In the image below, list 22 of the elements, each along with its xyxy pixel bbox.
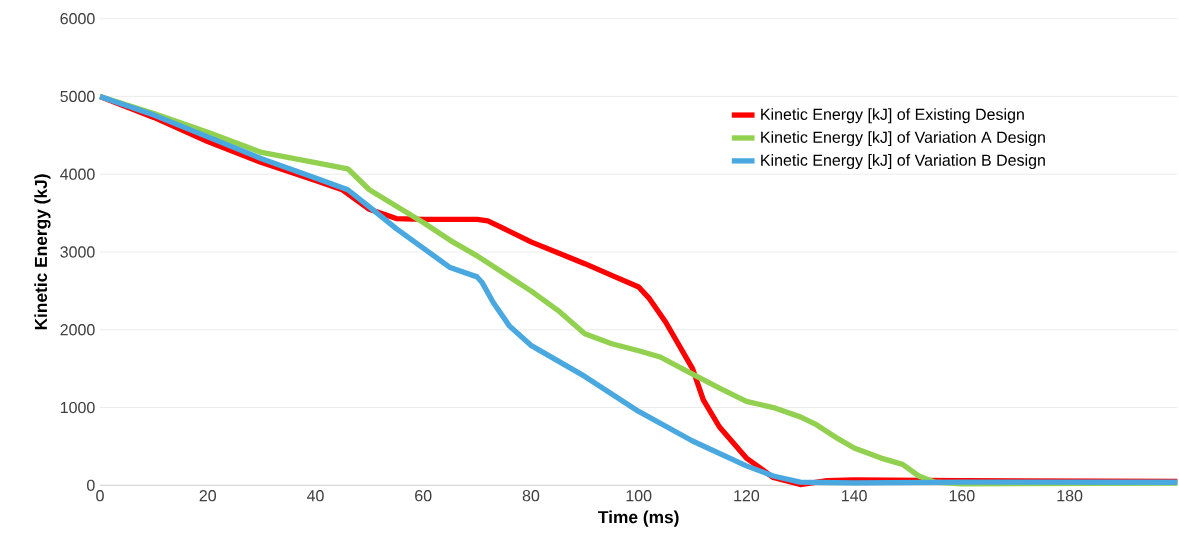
legend-label: Kinetic Energy [kJ] of Variation A Design xyxy=(761,131,1045,147)
x-tick-label: 20 xyxy=(199,490,217,502)
x-tick-label: 140 xyxy=(842,490,867,502)
x-tick-label: 0 xyxy=(96,490,104,502)
legend-label: Kinetic Energy [kJ] of Existing Design xyxy=(761,108,1024,124)
y-tick-label: 5000 xyxy=(60,90,95,103)
x-tick-label: 60 xyxy=(415,490,432,502)
x-tick-label: 120 xyxy=(734,490,760,502)
x-axis-title: Time (ms) xyxy=(598,510,679,527)
y-tick-label: 4000 xyxy=(60,168,95,180)
x-tick-label: 40 xyxy=(306,490,324,502)
x-tick-label: 80 xyxy=(522,490,540,502)
x-tick-label: 180 xyxy=(1057,490,1083,502)
y-tick-label: 2000 xyxy=(60,324,95,336)
y-tick-label: 1000 xyxy=(60,401,95,414)
y-tick-label: 6000 xyxy=(60,13,95,25)
x-tick-label: 100 xyxy=(626,490,652,502)
x-tick-label: 160 xyxy=(949,490,975,502)
legend-label: Kinetic Energy [kJ] of Variation B Design xyxy=(761,154,1045,170)
y-axis-title: Kinetic Energy (kJ) xyxy=(34,174,51,330)
y-tick-label: 0 xyxy=(87,479,95,491)
y-tick-label: 3000 xyxy=(60,246,95,258)
